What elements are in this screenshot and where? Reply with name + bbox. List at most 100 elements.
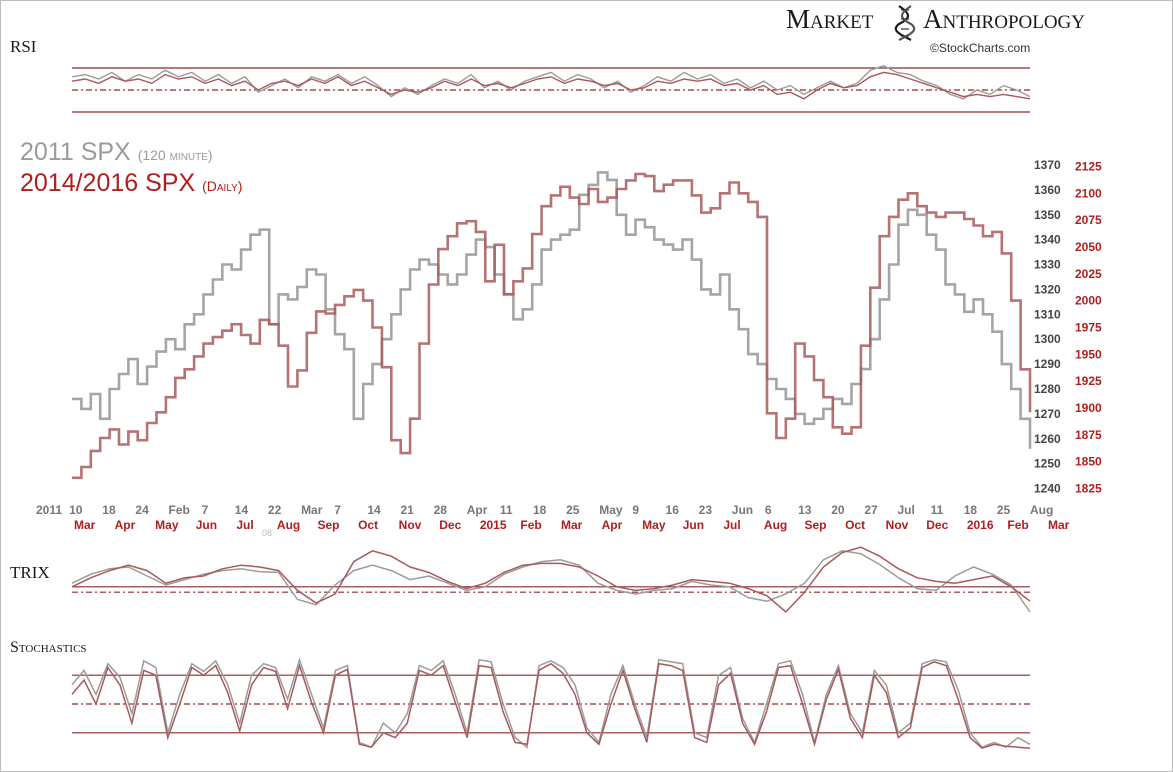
y-tick-left: 1250 (1034, 457, 1061, 471)
x-tick-bottom: Aug (764, 518, 787, 532)
stoch-line-2011 (71, 657, 1031, 749)
trix-line-2014 (71, 546, 1031, 614)
y-tick-right: 1900 (1075, 401, 1102, 415)
x-tick-bottom: May (155, 518, 179, 532)
series-label-2014: 2014/2016 SPX (Daily) (20, 169, 242, 197)
x-tick-bottom: Apr (602, 518, 623, 532)
x-tick-bottom: Dec (439, 518, 461, 532)
price-line-2011 (72, 171, 1032, 449)
y-tick-right: 1925 (1075, 374, 1102, 388)
y-tick-left: 1270 (1034, 407, 1061, 421)
x-tick-top: 7 (202, 503, 209, 517)
x-tick-top: 11 (931, 503, 944, 517)
x-tick-bottom: Mar (74, 518, 96, 532)
trix-label: TRIX (10, 563, 50, 582)
stockcharts-credit: ©StockCharts.com (930, 41, 1031, 55)
x-tick-top: Aug (1030, 503, 1053, 517)
x-tick-top: 13 (798, 503, 812, 517)
x-tick-top: 7 (334, 503, 341, 517)
x-tick-top: 14 (367, 503, 381, 517)
x-tick-bottom: Sep (805, 518, 827, 532)
x-tick-top: 2011 (36, 503, 62, 517)
faint-label: 08 (262, 528, 272, 538)
x-tick-bottom: 2016 (967, 518, 994, 532)
y-tick-right: 2100 (1075, 186, 1102, 200)
y-tick-left: 1260 (1034, 432, 1061, 446)
y-tick-left: 1310 (1034, 307, 1061, 321)
stochastics-label: Stochastics (10, 639, 87, 656)
y-tick-left: 1370 (1034, 158, 1061, 172)
x-tick-top: 6 (765, 503, 772, 517)
y-tick-left: 1300 (1034, 332, 1061, 346)
y-tick-right: 2050 (1075, 240, 1102, 254)
brand-name-right: Anthropology (923, 4, 1085, 34)
x-tick-top: 23 (699, 503, 713, 517)
x-tick-top: 16 (666, 503, 680, 517)
y-tick-left: 1290 (1034, 357, 1061, 371)
y-tick-right: 1850 (1075, 455, 1102, 469)
x-tick-bottom: Nov (399, 518, 422, 532)
y-tick-right: 1975 (1075, 320, 1102, 334)
x-tick-bottom: Jul (236, 518, 253, 532)
rsi-line-2011 (71, 65, 1031, 100)
x-tick-bottom: Oct (358, 518, 378, 532)
y-tick-right: 2000 (1075, 294, 1102, 308)
x-tick-bottom: Mar (561, 518, 583, 532)
x-tick-bottom: Mar (1048, 518, 1070, 532)
x-tick-top: 25 (997, 503, 1011, 517)
rsi-label: RSI (10, 37, 37, 56)
rsi-line-2014 (71, 71, 1031, 100)
x-tick-top: 25 (566, 503, 580, 517)
x-tick-top: Jul (897, 503, 914, 517)
x-tick-top: 22 (268, 503, 282, 517)
x-tick-bottom: Feb (1007, 518, 1028, 532)
x-tick-top: Mar (301, 503, 323, 517)
x-tick-bottom: Jul (723, 518, 740, 532)
y-tick-left: 1330 (1034, 258, 1061, 272)
x-tick-bottom: Feb (520, 518, 541, 532)
y-tick-left: 1240 (1034, 482, 1061, 496)
x-tick-top: 14 (235, 503, 249, 517)
x-tick-top: 20 (831, 503, 845, 517)
x-tick-top: 10 (69, 503, 83, 517)
y-tick-left: 1350 (1034, 208, 1061, 222)
x-tick-bottom: Apr (115, 518, 136, 532)
stoch-line-2014 (71, 660, 1031, 750)
price-line-2014 (72, 172, 1032, 480)
x-tick-bottom: Dec (926, 518, 948, 532)
x-tick-bottom: Jun (196, 518, 217, 532)
x-tick-bottom: Aug (277, 518, 300, 532)
x-tick-bottom: Nov (886, 518, 909, 532)
trix-line-2011 (71, 550, 1031, 613)
x-tick-bottom: Oct (845, 518, 865, 532)
x-tick-top: 28 (434, 503, 448, 517)
x-tick-top: 21 (400, 503, 414, 517)
x-tick-top: Feb (169, 503, 190, 517)
x-tick-top: 11 (500, 503, 513, 517)
y-tick-right: 2025 (1075, 267, 1102, 281)
x-tick-bottom: Sep (318, 518, 340, 532)
y-tick-right: 1825 (1075, 481, 1102, 495)
x-tick-bottom: 2015 (480, 518, 507, 532)
brand-header: Market Anthropology ©StockCharts.com (786, 4, 1116, 58)
x-tick-top: 18 (533, 503, 547, 517)
x-tick-bottom: May (642, 518, 666, 532)
x-tick-top: 27 (864, 503, 878, 517)
y-tick-left: 1280 (1034, 382, 1061, 396)
y-tick-left: 1320 (1034, 282, 1061, 296)
x-tick-top: 9 (632, 503, 639, 517)
y-tick-left: 1340 (1034, 233, 1061, 247)
y-tick-left: 1360 (1034, 183, 1061, 197)
y-tick-right: 1950 (1075, 347, 1102, 361)
y-tick-right: 2075 (1075, 213, 1102, 227)
y-tick-right: 1875 (1075, 428, 1102, 442)
series-label-2011: 2011 SPX (120 minute) (20, 138, 213, 166)
x-tick-top: 18 (964, 503, 978, 517)
dna-helix-icon (894, 4, 916, 42)
x-tick-top: May (599, 503, 623, 517)
x-tick-top: Jun (732, 503, 753, 517)
brand-name-left: Market (786, 4, 874, 34)
y-tick-right: 2125 (1075, 159, 1102, 173)
x-tick-bottom: Jun (683, 518, 704, 532)
